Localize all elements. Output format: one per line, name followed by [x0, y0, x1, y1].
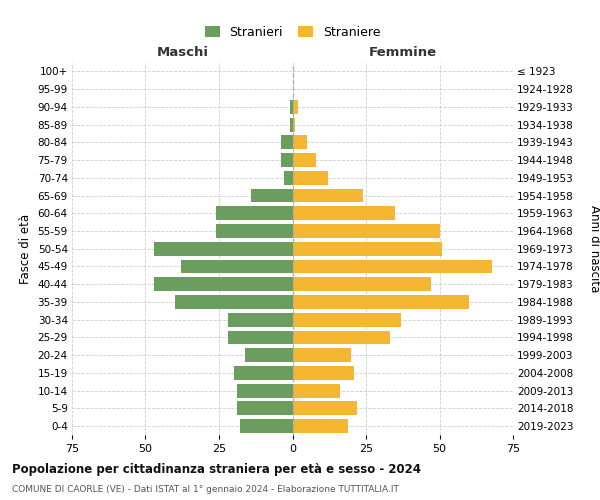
Bar	[154, 242, 293, 256]
Bar	[293, 224, 439, 238]
Bar	[216, 224, 293, 238]
Bar	[293, 348, 352, 362]
Text: Popolazione per cittadinanza straniera per età e sesso - 2024: Popolazione per cittadinanza straniera p…	[12, 462, 421, 475]
Bar	[228, 313, 293, 326]
Bar	[293, 171, 328, 184]
Bar	[281, 153, 293, 167]
Bar	[293, 100, 298, 114]
Bar	[181, 260, 293, 274]
Bar	[293, 118, 295, 132]
Bar	[293, 313, 401, 326]
Bar	[290, 100, 293, 114]
Bar	[245, 348, 293, 362]
Bar	[293, 242, 442, 256]
Bar	[175, 295, 293, 309]
Bar	[236, 402, 293, 415]
Bar	[290, 118, 293, 132]
Bar	[293, 402, 357, 415]
Bar	[284, 171, 293, 184]
Bar	[293, 330, 389, 344]
Text: COMUNE DI CAORLE (VE) - Dati ISTAT al 1° gennaio 2024 - Elaborazione TUTTITALIA.: COMUNE DI CAORLE (VE) - Dati ISTAT al 1°…	[12, 485, 399, 494]
Text: Maschi: Maschi	[156, 46, 208, 59]
Bar	[293, 206, 395, 220]
Bar	[293, 278, 431, 291]
Legend: Stranieri, Straniere: Stranieri, Straniere	[205, 26, 380, 39]
Bar	[234, 366, 293, 380]
Bar	[293, 419, 349, 433]
Y-axis label: Fasce di età: Fasce di età	[19, 214, 32, 284]
Bar	[293, 136, 307, 149]
Text: Femmine: Femmine	[368, 46, 437, 59]
Bar	[293, 366, 354, 380]
Bar	[216, 206, 293, 220]
Bar	[154, 278, 293, 291]
Bar	[239, 419, 293, 433]
Y-axis label: Anni di nascita: Anni di nascita	[588, 205, 600, 292]
Bar	[293, 188, 363, 202]
Bar	[293, 153, 316, 167]
Bar	[293, 384, 340, 398]
Bar	[281, 136, 293, 149]
Bar	[236, 384, 293, 398]
Bar	[251, 188, 293, 202]
Bar	[293, 295, 469, 309]
Bar	[293, 260, 493, 274]
Bar	[228, 330, 293, 344]
